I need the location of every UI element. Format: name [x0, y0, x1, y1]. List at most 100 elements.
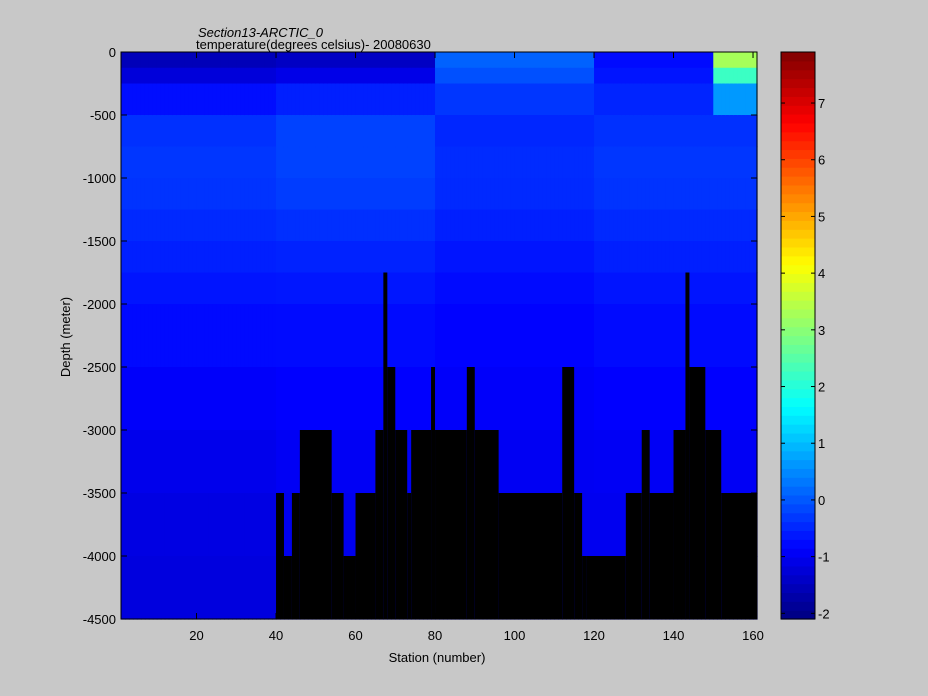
heatmap-cell	[268, 52, 273, 69]
heatmap-cell	[609, 52, 615, 69]
heatmap-cell	[347, 272, 353, 305]
heatmap-cell	[550, 304, 555, 368]
heatmap-cell	[582, 304, 587, 368]
heatmap-cell	[244, 304, 249, 368]
heatmap-cell	[713, 178, 718, 211]
heatmap-cell	[136, 367, 142, 431]
heatmap-cell	[168, 67, 174, 85]
heatmap-cell	[415, 52, 420, 69]
heatmap-cell	[685, 146, 691, 179]
heatmap-cell	[200, 178, 206, 211]
heatmap-cell	[232, 52, 237, 69]
heatmap-cell	[637, 304, 643, 368]
heatmap-cell	[331, 367, 337, 431]
heatmap-cell	[220, 67, 225, 85]
heatmap-cell	[502, 304, 508, 368]
heatmap-cell	[609, 304, 615, 368]
heatmap-cell	[331, 83, 337, 116]
heatmap-cell	[407, 115, 412, 148]
heatmap-cell	[148, 83, 154, 116]
heatmap-cell	[327, 241, 333, 274]
heatmap-cell	[343, 430, 349, 494]
heatmap-cell	[582, 52, 587, 69]
heatmap-cell	[188, 209, 194, 242]
heatmap-cell	[601, 52, 607, 69]
heatmap-cell	[514, 52, 520, 69]
heatmap-cell	[188, 556, 194, 620]
heatmap-cell	[224, 115, 229, 148]
heatmap-cell	[156, 430, 162, 494]
heatmap-cell	[725, 146, 730, 179]
heatmap-cell	[339, 115, 345, 148]
heatmap-cell	[701, 67, 706, 85]
heatmap-cell	[605, 367, 611, 431]
heatmap-cell	[733, 367, 738, 431]
heatmap-cell	[590, 178, 595, 211]
heatmap-cell	[522, 304, 528, 368]
heatmap-cell	[594, 178, 599, 211]
heatmap-cell	[180, 67, 186, 85]
heatmap-cell	[315, 67, 321, 85]
heatmap-cell	[478, 209, 484, 242]
heatmap-cell	[383, 52, 388, 69]
heatmap-cell	[613, 178, 619, 211]
heatmap-cell	[315, 241, 321, 274]
heatmap-cell	[431, 83, 436, 116]
heatmap-cell	[729, 178, 734, 211]
heatmap-cell	[506, 67, 512, 85]
heatmap-cell	[176, 556, 182, 620]
heatmap-cell	[462, 52, 468, 69]
heatmap-cell	[411, 178, 416, 211]
heatmap-cell	[132, 430, 138, 494]
heatmap-cell	[685, 83, 691, 116]
heatmap-cell	[164, 367, 170, 431]
heatmap-cell	[669, 367, 675, 431]
heatmap-cell	[204, 115, 210, 148]
heatmap-cell	[367, 115, 373, 148]
heatmap-cell	[693, 304, 698, 368]
heatmap-cell	[347, 241, 353, 274]
heatmap-cell	[121, 52, 126, 69]
heatmap-cell	[311, 367, 317, 431]
heatmap-cell	[140, 52, 146, 69]
heatmap-cell	[745, 241, 750, 274]
heatmap-cell	[601, 83, 607, 116]
heatmap-cell	[140, 146, 146, 179]
heatmap-cell	[192, 83, 198, 116]
heatmap-cell	[693, 115, 698, 148]
heatmap-cell	[510, 83, 516, 116]
heatmap-cell	[701, 52, 706, 69]
heatmap-cell	[625, 67, 631, 85]
heatmap-cell	[709, 146, 714, 179]
heatmap-cell	[439, 83, 444, 116]
heatmap-cell	[538, 178, 543, 211]
heatmap-cell	[570, 67, 575, 85]
heatmap-cell	[176, 367, 182, 431]
heatmap-cell	[693, 83, 698, 116]
heatmap-cell	[399, 115, 404, 148]
heatmap-cell	[287, 304, 293, 368]
heatmap-cell	[641, 272, 647, 305]
heatmap-cell	[586, 52, 591, 69]
heatmap-cell	[347, 367, 353, 431]
heatmap-cell	[454, 115, 460, 148]
heatmap-cell	[264, 430, 269, 494]
heatmap-cell	[613, 367, 619, 431]
heatmap-cell	[649, 241, 655, 274]
heatmap-cell	[645, 272, 651, 305]
heatmap-cell	[287, 367, 293, 431]
heatmap-cell	[629, 304, 635, 368]
heatmap-cell	[256, 115, 261, 148]
heatmap-cell	[665, 272, 671, 305]
heatmap-cell	[721, 115, 726, 148]
heatmap-cell	[534, 67, 539, 85]
heatmap-cell	[128, 67, 134, 85]
seafloor-segment	[283, 556, 292, 619]
heatmap-cell	[188, 367, 194, 431]
heatmap-cell	[649, 67, 655, 85]
x-tick-label: 20	[189, 628, 203, 643]
heatmap-cell	[701, 272, 706, 305]
heatmap-cell	[121, 83, 126, 116]
heatmap-cell	[574, 272, 579, 305]
heatmap-cell	[590, 241, 595, 274]
